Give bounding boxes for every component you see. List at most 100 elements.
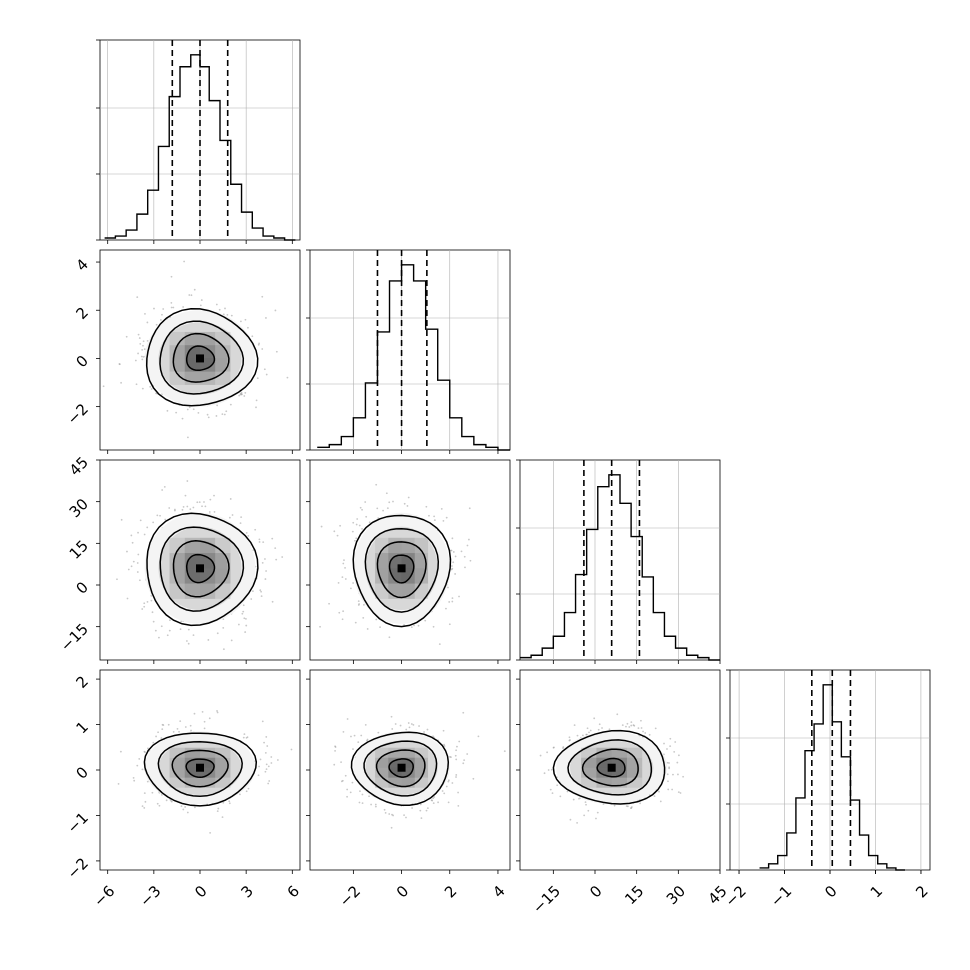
scatter-point	[281, 556, 284, 558]
y-tick-label: 2	[73, 304, 92, 323]
scatter-point	[399, 724, 402, 727]
scatter-point	[192, 634, 195, 637]
scatter-point	[457, 791, 459, 794]
scatter-point	[131, 541, 134, 544]
scatter-point	[262, 541, 265, 544]
density-cell	[169, 583, 185, 599]
scatter-point	[203, 720, 206, 723]
scatter-point	[170, 800, 173, 803]
scatter-point	[668, 766, 671, 769]
scatter-point	[186, 480, 189, 482]
scatter-point	[228, 800, 231, 803]
scatter-point	[451, 782, 454, 784]
scatter-point	[150, 388, 153, 390]
scatter-point	[597, 728, 600, 731]
scatter-point	[572, 798, 575, 801]
scatter-point	[343, 559, 345, 561]
scatter-point	[154, 629, 157, 632]
density-cell	[401, 583, 415, 599]
scatter-point	[388, 636, 391, 639]
scatter-point	[640, 727, 643, 729]
density-cell	[200, 747, 216, 758]
contour-line	[172, 540, 230, 598]
scatter-point	[361, 802, 364, 805]
scatter-point	[181, 508, 184, 511]
x-tick-label: −2	[336, 882, 364, 910]
density-cell	[581, 757, 597, 768]
contour-line	[388, 758, 414, 778]
scatter-point	[547, 769, 550, 771]
scatter-point	[261, 720, 264, 723]
scatter-point	[243, 617, 246, 620]
scatter-point	[408, 726, 411, 729]
density-cell	[200, 767, 216, 778]
scatter-point	[218, 308, 221, 311]
scatter-point	[161, 489, 164, 491]
scatter-point	[630, 721, 633, 724]
density-cell	[611, 757, 627, 768]
scatter-point	[442, 729, 445, 732]
density-cell	[200, 777, 216, 788]
scatter-point	[344, 566, 346, 569]
scatter-point	[433, 519, 436, 522]
scatter-point	[153, 307, 155, 310]
scatter-point	[677, 773, 679, 776]
scatter-point	[463, 555, 466, 558]
density-cell	[388, 747, 402, 758]
scatter-point	[351, 781, 354, 784]
scatter-point	[442, 520, 445, 522]
x-tick-label: 6	[284, 882, 303, 901]
scatter-point	[639, 802, 641, 805]
scatter-point	[411, 807, 414, 809]
scatter-point	[151, 791, 154, 794]
scatter-point	[425, 505, 428, 508]
scatter-point	[274, 547, 277, 550]
scatter-point	[179, 720, 182, 723]
scatter-point	[130, 565, 133, 568]
scatter-point	[355, 523, 358, 526]
scatter-point	[653, 795, 656, 798]
scatter-point	[141, 387, 144, 390]
scatter-point	[346, 718, 349, 720]
density-cell	[596, 777, 612, 788]
scatter-point	[368, 521, 371, 524]
density-peak	[397, 763, 406, 772]
scatter-point	[146, 321, 149, 324]
density-cell	[596, 747, 612, 758]
density-cell	[375, 757, 389, 768]
scatter-point	[585, 733, 588, 736]
scatter-point	[159, 319, 162, 321]
scatter-point	[666, 761, 669, 764]
scatter-point	[361, 528, 363, 530]
scatter-point	[271, 537, 274, 540]
contour-line	[596, 757, 626, 778]
scatter-point	[666, 773, 669, 776]
scatter-point	[428, 514, 430, 517]
scatter-point	[147, 747, 149, 750]
density-cell	[169, 553, 185, 569]
scatter-point	[261, 562, 264, 564]
x-tick-label: 4	[489, 882, 508, 901]
scatter-point	[223, 413, 226, 416]
scatter-point	[208, 511, 211, 513]
scatter-point	[556, 784, 559, 787]
density-cell	[401, 747, 415, 758]
scatter-point	[144, 751, 146, 754]
scatter-point	[658, 790, 660, 793]
scatter-point	[244, 318, 247, 321]
contour-line	[581, 748, 639, 787]
scatter-point	[340, 761, 342, 764]
scatter-point	[152, 741, 155, 744]
scatter-point	[346, 788, 349, 791]
scatter-point	[562, 746, 565, 748]
density-cell	[414, 747, 429, 758]
scatter-point	[388, 501, 391, 504]
scatter-point	[632, 724, 635, 726]
scatter-point	[290, 748, 293, 751]
scatter-point	[361, 508, 363, 511]
scatter-point	[144, 800, 147, 803]
scatter-point	[265, 317, 267, 319]
scatter-point	[456, 745, 458, 748]
scatter-point	[419, 803, 422, 806]
scatter-point	[391, 728, 394, 730]
